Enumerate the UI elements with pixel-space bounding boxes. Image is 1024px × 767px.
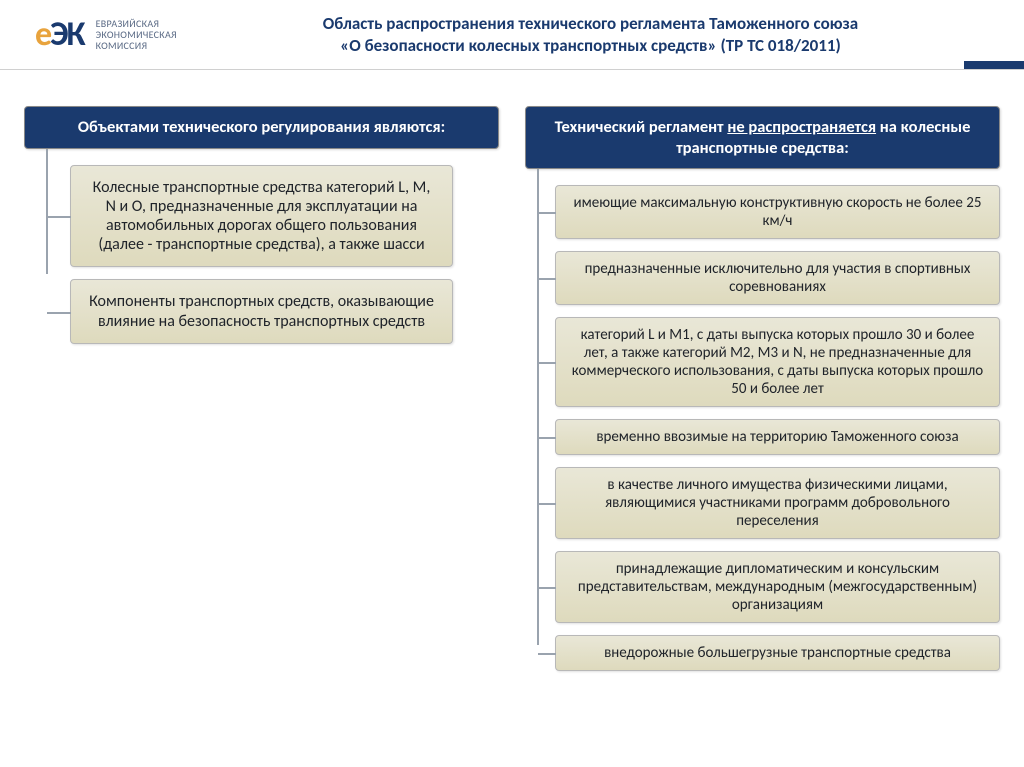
right-tree: имеющие максимальную конструктивную скор…: [525, 185, 1000, 671]
right-node: в качестве личного имущества физическими…: [555, 467, 1000, 539]
right-node: внедорожные большегрузные транспортные с…: [555, 635, 1000, 671]
right-node: имеющие максимальную конструктивную скор…: [555, 185, 1000, 239]
page-title-line-2: «О безопасности колесных транспортных ср…: [187, 35, 994, 56]
content: Объектами технического регулирования явл…: [0, 70, 1024, 693]
left-header: Объектами технического регулирования явл…: [24, 106, 499, 149]
logo-line-3: КОМИССИЯ: [96, 40, 177, 51]
right-node: временно ввозимые на территорию Таможенн…: [555, 419, 1000, 455]
left-tree: Колесные транспортные средства категорий…: [24, 165, 499, 344]
logo-glyph-3: К: [66, 18, 85, 52]
left-node: Колесные транспортные средства категорий…: [70, 165, 453, 268]
left-column: Объектами технического регулирования явл…: [24, 106, 499, 683]
right-column: Технический регламент не распространяетс…: [525, 106, 1000, 683]
logo-mark: е Э К: [35, 18, 86, 52]
logo: е Э К ЕВРАЗИЙСКАЯ ЭКОНОМИЧЕСКАЯ КОМИССИЯ: [35, 18, 177, 52]
right-node: принадлежащие дипломатическим и консульс…: [555, 551, 1000, 623]
right-node: предназначенные исключительно для участи…: [555, 251, 1000, 305]
right-header-pre: Технический регламент: [555, 117, 728, 137]
page-title-line-1: Область распространения технического рег…: [187, 13, 994, 34]
page-header: е Э К ЕВРАЗИЙСКАЯ ЭКОНОМИЧЕСКАЯ КОМИССИЯ…: [0, 0, 1024, 70]
page-title: Область распространения технического рег…: [177, 13, 1004, 56]
right-node: категорий L и M1, с даты выпуска которых…: [555, 317, 1000, 407]
right-header-underlined: не распространяется: [727, 117, 876, 137]
left-node: Компоненты транспортных средств, оказыва…: [70, 279, 453, 343]
right-header: Технический регламент не распространяетс…: [525, 106, 1000, 169]
logo-text: ЕВРАЗИЙСКАЯ ЭКОНОМИЧЕСКАЯ КОМИССИЯ: [96, 18, 177, 51]
